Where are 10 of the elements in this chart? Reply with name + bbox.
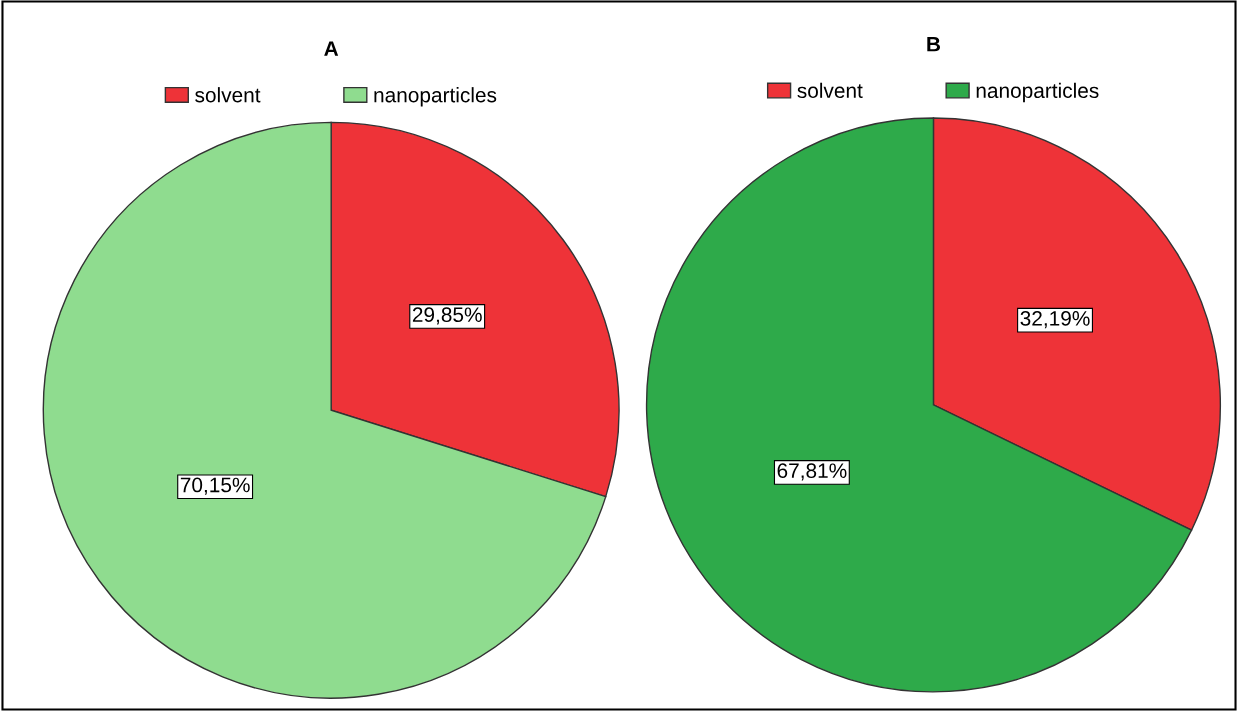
data-label: 67,81% <box>777 463 847 481</box>
data-label: 70,15% <box>180 477 250 495</box>
legend-label: solvent <box>797 82 863 99</box>
data-label: 32,19% <box>1020 311 1090 329</box>
legend-label: solvent <box>195 87 261 103</box>
legend-label: nanoparticles <box>374 87 497 107</box>
chart-title: A <box>324 41 339 56</box>
chart-title: B <box>927 37 941 52</box>
data-label: 29,85% <box>412 307 482 325</box>
legend-label: nanoparticles <box>976 82 1099 103</box>
